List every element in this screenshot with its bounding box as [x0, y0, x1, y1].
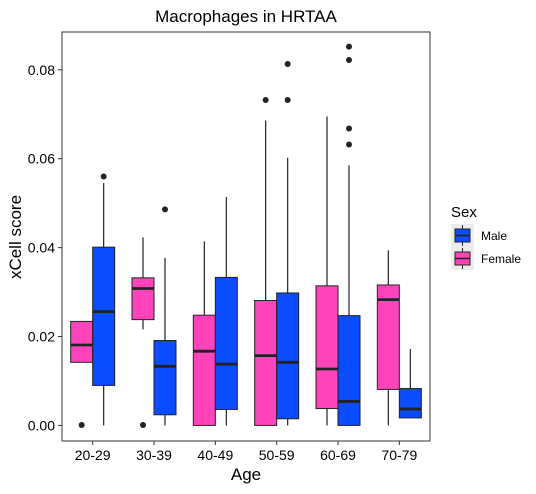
- outlier-point-male-60-69: [346, 43, 352, 50]
- y-axis: 0.00 0.02 0.04 0.06 0.08: [28, 62, 62, 433]
- x-axis-label: Age: [231, 465, 261, 484]
- box-male-30-39: [153, 340, 177, 416]
- y-tick-label: 0.00: [28, 417, 55, 433]
- y-tick-label: 0.06: [28, 151, 55, 167]
- x-tick-label: 50-59: [259, 447, 295, 463]
- box-female-70-79: [376, 284, 400, 390]
- outlier-point-female-50-59: [262, 97, 269, 104]
- legend: Sex Male Female: [451, 204, 521, 270]
- outlier-point-male-20-29: [100, 173, 107, 180]
- outlier-point-male-50-59: [284, 61, 291, 68]
- box-female-40-49: [192, 314, 216, 426]
- chart-title: Macrophages in HRTAA: [155, 7, 337, 26]
- outlier-point-male-60-69: [346, 125, 352, 132]
- plot-panel: [61, 31, 431, 442]
- box-groups: [70, 43, 422, 428]
- x-tick-label: 70-79: [381, 447, 417, 463]
- outlier-point-male-50-59: [284, 97, 291, 104]
- outlier-point-male-60-69: [346, 57, 352, 64]
- legend-title: Sex: [451, 204, 477, 221]
- x-tick-label: 30-39: [136, 447, 172, 463]
- box-male-70-79: [398, 388, 422, 419]
- box-male-40-49: [214, 276, 238, 410]
- y-tick-label: 0.02: [28, 329, 55, 345]
- legend-label-female: Female: [481, 252, 521, 266]
- y-tick-label: 0.08: [28, 62, 55, 78]
- box-female-20-29: [70, 320, 94, 363]
- legend-label-male: Male: [481, 229, 507, 243]
- y-axis-label: xCell score: [6, 195, 25, 279]
- x-axis: 20-29 30-39 40-49 50-59 60-69 70-79: [75, 441, 417, 463]
- y-tick-label: 0.04: [28, 240, 55, 256]
- box-male-20-29: [92, 246, 116, 386]
- outlier-point-female-30-39: [140, 421, 146, 428]
- x-tick-label: 20-29: [75, 447, 111, 463]
- outlier-point-male-30-39: [162, 206, 168, 213]
- box-female-50-59: [254, 300, 278, 426]
- outlier-point-male-60-69: [346, 141, 352, 148]
- box-female-60-69: [315, 285, 339, 410]
- x-tick-label: 40-49: [197, 447, 233, 463]
- box-male-50-59: [276, 292, 300, 420]
- box-male-60-69: [337, 315, 361, 426]
- outlier-point-female-20-29: [78, 421, 85, 428]
- box-female-30-39: [131, 277, 155, 321]
- x-tick-label: 60-69: [320, 447, 356, 463]
